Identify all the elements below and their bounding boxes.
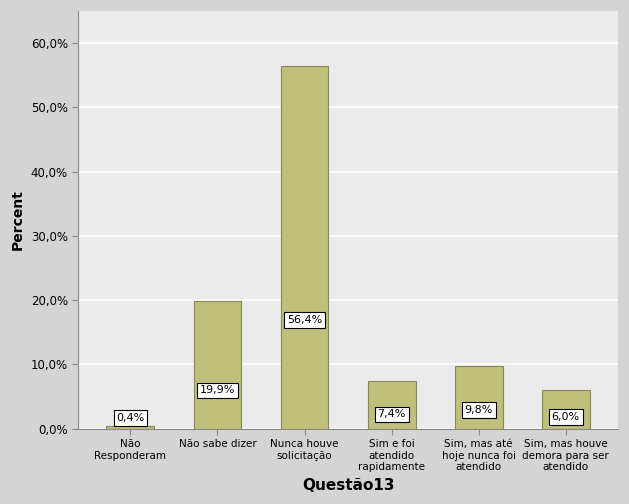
Text: 0,4%: 0,4% bbox=[116, 413, 145, 423]
Bar bbox=[194, 301, 242, 429]
Bar bbox=[542, 390, 589, 429]
Bar bbox=[455, 366, 503, 429]
Bar bbox=[367, 381, 416, 429]
Y-axis label: Percent: Percent bbox=[11, 190, 25, 250]
Bar bbox=[106, 426, 154, 429]
Text: 56,4%: 56,4% bbox=[287, 315, 322, 325]
Text: 6,0%: 6,0% bbox=[552, 412, 580, 422]
Bar bbox=[281, 67, 328, 429]
X-axis label: Questão13: Questão13 bbox=[302, 478, 394, 493]
Text: 19,9%: 19,9% bbox=[200, 386, 235, 395]
Text: 9,8%: 9,8% bbox=[464, 405, 493, 415]
Text: 7,4%: 7,4% bbox=[377, 409, 406, 419]
